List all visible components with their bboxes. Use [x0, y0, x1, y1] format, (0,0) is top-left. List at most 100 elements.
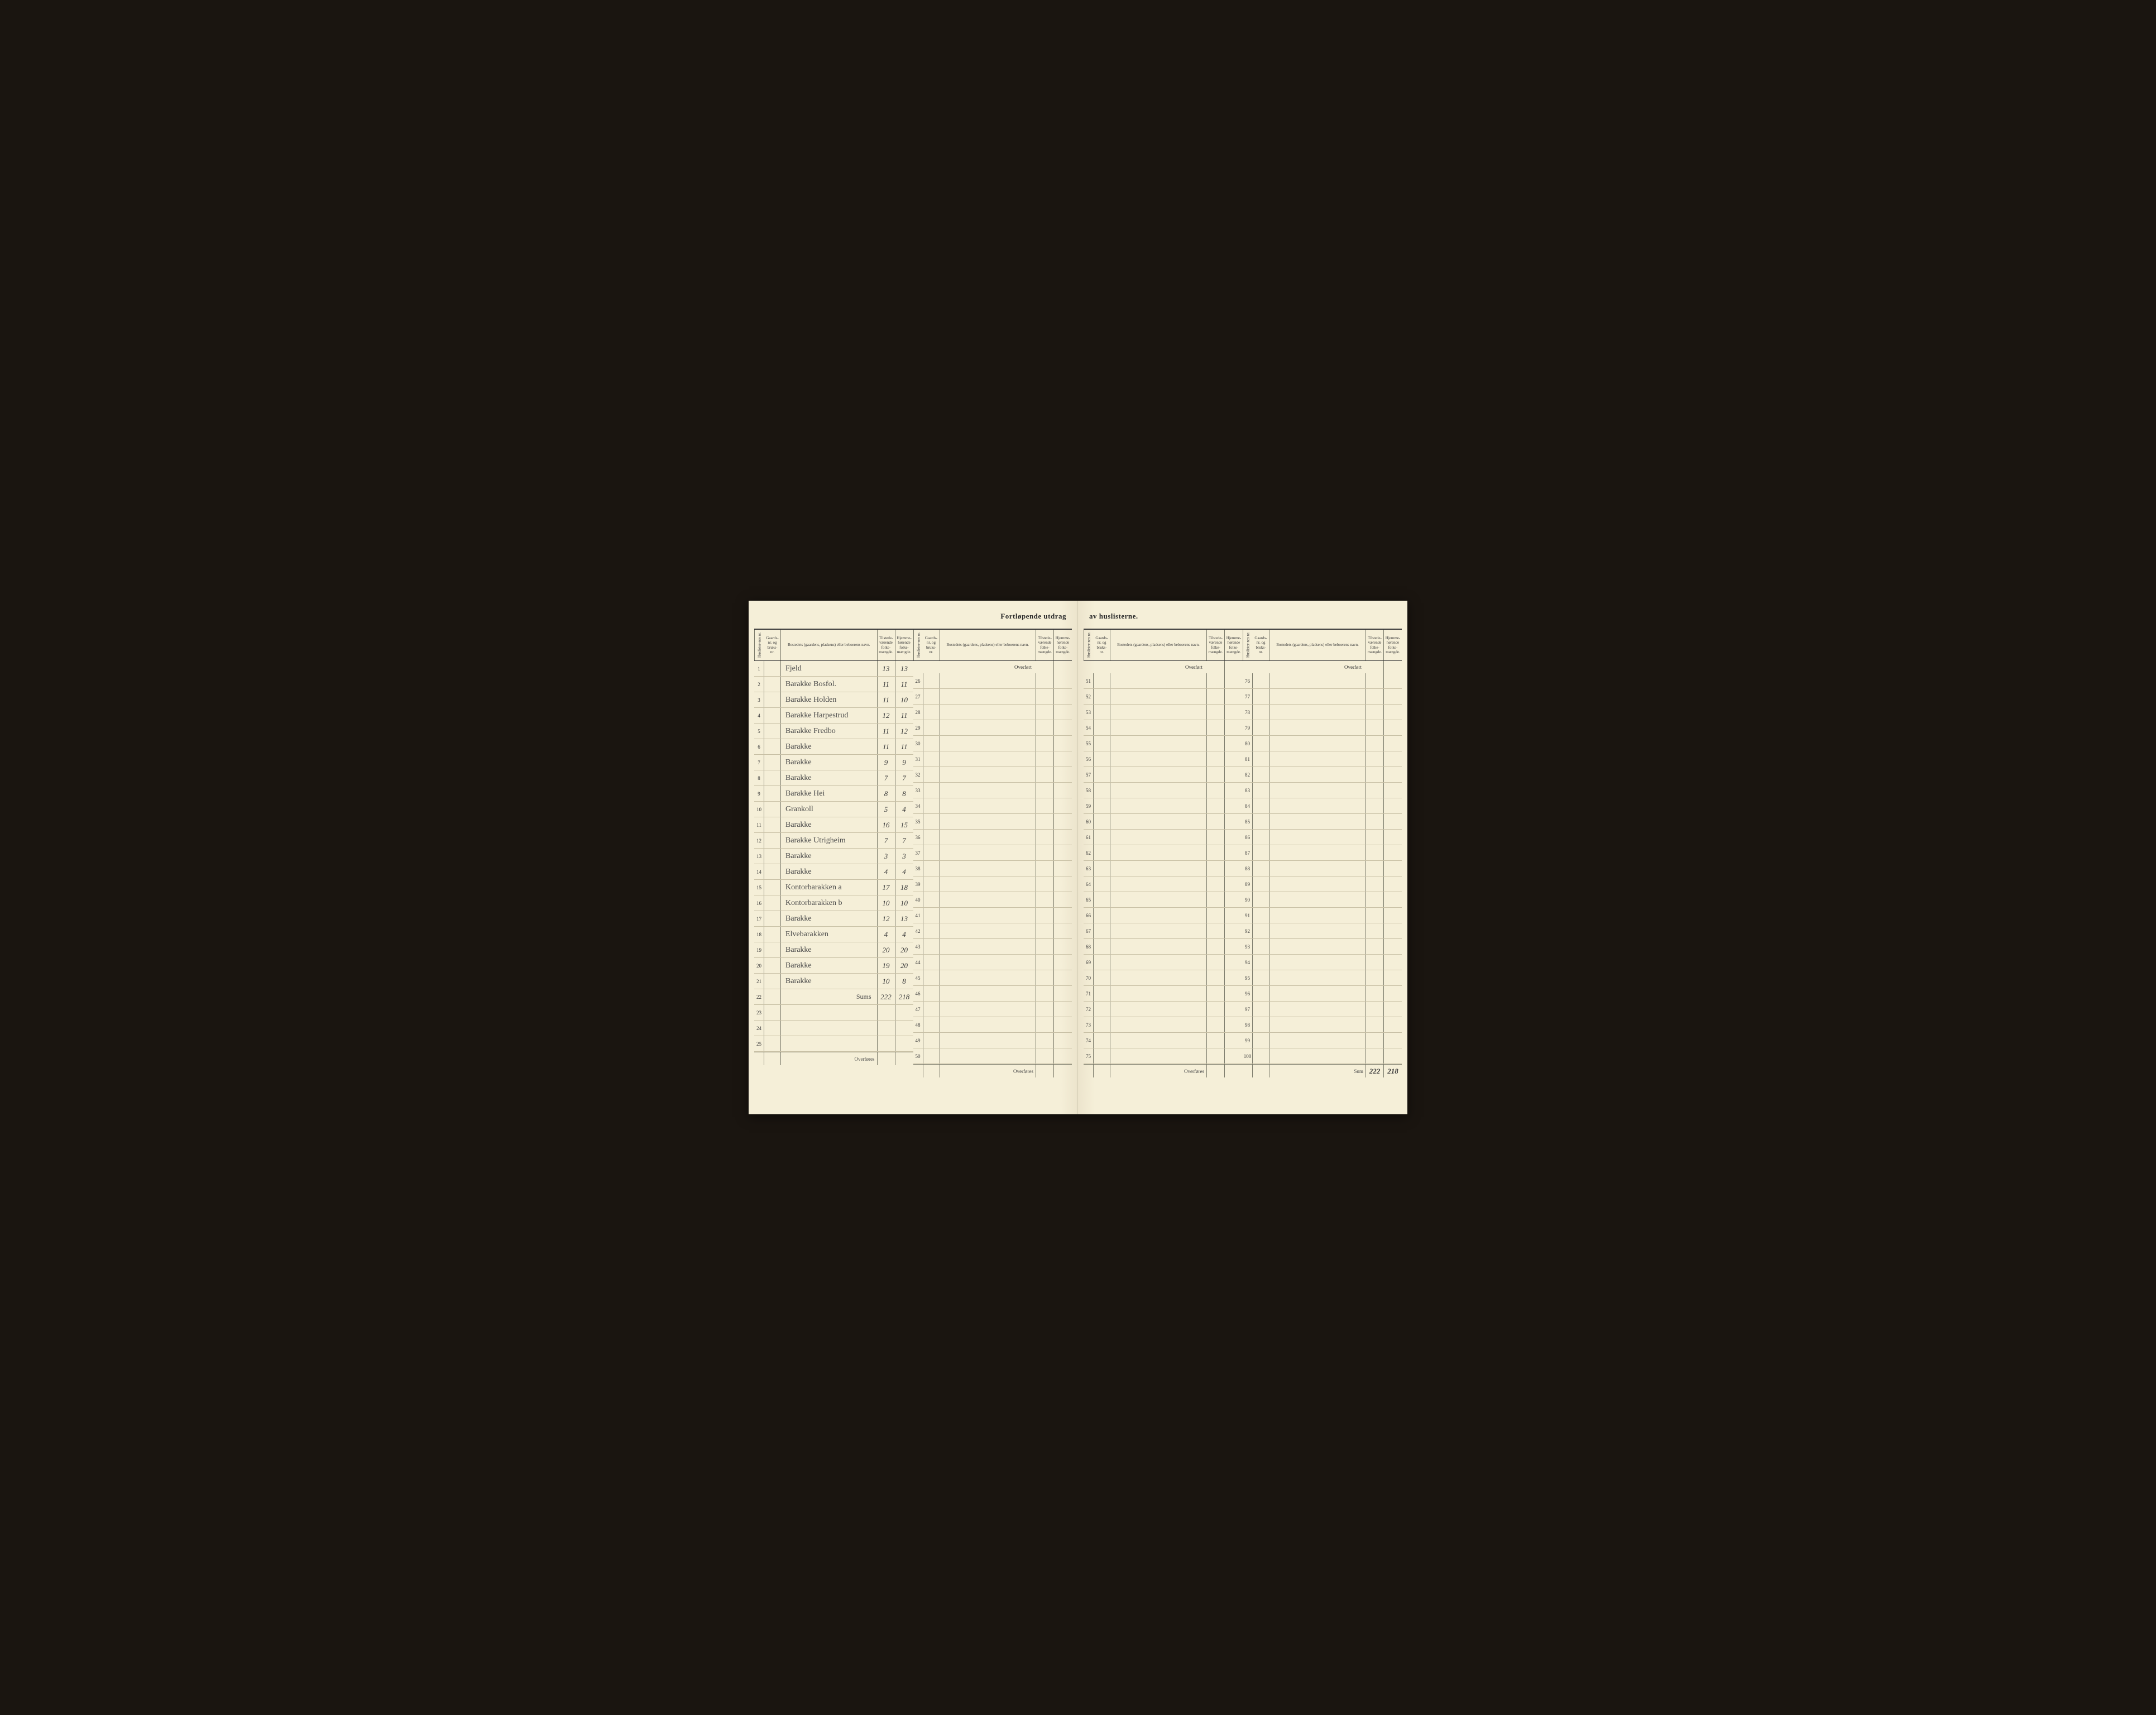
row-hjemme	[1384, 1002, 1402, 1017]
row-bosted: Barakke Utrigheim	[781, 833, 878, 848]
row-tilstede	[1366, 673, 1384, 688]
row-hjemme	[1225, 720, 1243, 735]
col-tilstede-header: Tilstede-værende folke-mængde.	[1366, 630, 1384, 660]
row-bosted	[940, 939, 1037, 954]
row-bosted	[1269, 1017, 1366, 1032]
row-bosted	[781, 1021, 878, 1036]
col-hjemme-header: Hjemme-hørende folke-mængde.	[1054, 630, 1072, 660]
row-gaards	[1094, 767, 1110, 782]
row-bosted	[940, 1033, 1037, 1048]
row-bosted: Barakke	[781, 958, 878, 973]
row-hjemme	[1225, 767, 1243, 782]
table-row: 24	[754, 1021, 913, 1036]
row-bosted: Barakke Harpestrud	[781, 708, 878, 723]
table-row: 45	[913, 970, 1072, 986]
row-tilstede	[1366, 783, 1384, 798]
table-row: 94	[1243, 955, 1402, 970]
row-nr: 90	[1243, 892, 1253, 907]
col-hjemme-header: Hjemme-hørende folke-mængde.	[1384, 630, 1402, 660]
row-bosted	[1110, 955, 1207, 970]
row-tilstede: 20	[878, 942, 895, 957]
table-row: 19Barakke2020	[754, 942, 913, 958]
row-nr: 59	[1084, 798, 1094, 813]
row-nr: 46	[913, 986, 923, 1001]
row-tilstede	[1207, 736, 1225, 751]
row-hjemme: 15	[895, 817, 913, 832]
table-row: 47	[913, 1002, 1072, 1017]
row-bosted	[940, 908, 1037, 923]
row-bosted: Barakke Holden	[781, 692, 878, 707]
row-tilstede	[1366, 955, 1384, 970]
header-row: Huslister-nes nr. Gaards-nr. og bruks-nr…	[1084, 630, 1243, 661]
table-row: 39	[913, 876, 1072, 892]
row-gaards	[923, 955, 940, 970]
table-row: 41	[913, 908, 1072, 923]
row-bosted	[940, 689, 1037, 704]
col-nr-header: Huslister-nes nr.	[913, 630, 923, 660]
row-hjemme	[1225, 939, 1243, 954]
row-nr: 16	[754, 895, 764, 911]
row-tilstede	[1366, 1017, 1384, 1032]
row-bosted	[1110, 720, 1207, 735]
row-gaards	[1094, 939, 1110, 954]
row-gaards	[764, 864, 781, 879]
row-bosted	[940, 814, 1037, 829]
row-nr: 40	[913, 892, 923, 907]
table-row: 71	[1084, 986, 1243, 1002]
row-tilstede	[1366, 736, 1384, 751]
table-row: 63	[1084, 861, 1243, 876]
table-row: 49	[913, 1033, 1072, 1048]
row-gaards	[1094, 955, 1110, 970]
col-nr-header: Huslister-nes nr.	[1084, 630, 1094, 660]
row-nr: 53	[1084, 705, 1094, 720]
table-row: 99	[1243, 1033, 1402, 1048]
row-gaards	[1253, 1017, 1269, 1032]
row-hjemme	[1054, 751, 1072, 767]
table-row: 100	[1243, 1048, 1402, 1064]
row-hjemme	[1384, 845, 1402, 860]
row-tilstede: 17	[878, 880, 895, 895]
row-tilstede	[1036, 923, 1054, 938]
row-tilstede	[1366, 892, 1384, 907]
row-tilstede	[1366, 1048, 1384, 1064]
row-tilstede	[1036, 798, 1054, 813]
row-nr: 29	[913, 720, 923, 735]
row-bosted	[1269, 1048, 1366, 1064]
row-gaards	[764, 1021, 781, 1036]
col-hjemme-header: Hjemme-hørende folke-mængde.	[895, 630, 913, 660]
table-row: 88	[1243, 861, 1402, 876]
table-row: 66	[1084, 908, 1243, 923]
table-row: 44	[913, 955, 1072, 970]
table-row: 95	[1243, 970, 1402, 986]
row-bosted: Barakke	[781, 974, 878, 989]
row-bosted	[1110, 876, 1207, 892]
row-hjemme	[1225, 736, 1243, 751]
row-bosted	[940, 673, 1037, 688]
row-gaards	[1094, 970, 1110, 985]
row-bosted: Barakke	[781, 942, 878, 957]
row-tilstede	[1036, 720, 1054, 735]
table-row: 25	[754, 1036, 913, 1052]
row-bosted	[1110, 767, 1207, 782]
table-row: 81	[1243, 751, 1402, 767]
row-nr: 85	[1243, 814, 1253, 829]
row-gaards	[923, 876, 940, 892]
row-gaards	[764, 817, 781, 832]
row-tilstede	[1036, 908, 1054, 923]
row-tilstede	[1366, 986, 1384, 1001]
col-bosted-header: Bostedets (gaardens, pladsens) eller beb…	[940, 630, 1037, 660]
table-row: 40	[913, 892, 1072, 908]
table-row: 16Kontorbarakken b1010	[754, 895, 913, 911]
table-row: 56	[1084, 751, 1243, 767]
row-gaards	[764, 1005, 781, 1020]
row-gaards	[1094, 1002, 1110, 1017]
row-gaards	[1094, 876, 1110, 892]
row-hjemme	[1384, 751, 1402, 767]
row-tilstede	[1036, 767, 1054, 782]
table-row: 68	[1084, 939, 1243, 955]
row-hjemme	[1225, 705, 1243, 720]
row-tilstede	[1207, 1017, 1225, 1032]
row-bosted: Barakke	[781, 911, 878, 926]
row-nr: 35	[913, 814, 923, 829]
row-bosted	[1110, 939, 1207, 954]
